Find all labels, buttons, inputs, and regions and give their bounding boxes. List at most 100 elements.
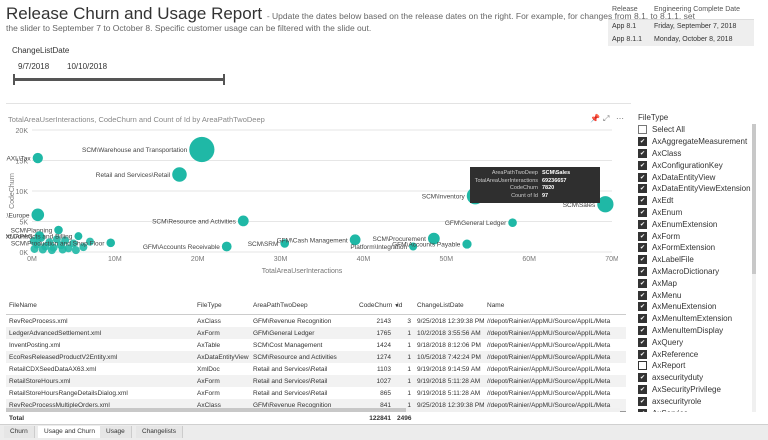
- checkbox-checked-icon[interactable]: ✔: [638, 148, 647, 158]
- filetype-option[interactable]: ✔ AxConfigurationKey: [638, 159, 758, 171]
- filetype-option[interactable]: ✔ AxService: [638, 407, 758, 412]
- more-icon[interactable]: ⋯: [616, 114, 624, 123]
- scatter-point[interactable]: [280, 239, 290, 248]
- filetype-option[interactable]: ✔ axsecurityrole: [638, 395, 758, 407]
- column-header[interactable]: Id: [394, 297, 414, 315]
- filetype-scrollbar[interactable]: [752, 124, 756, 412]
- filetype-option[interactable]: ✔ AxAggregateMeasurement: [638, 136, 758, 148]
- scatter-point[interactable]: [69, 239, 78, 248]
- filetype-option[interactable]: ✔ AxClass: [638, 148, 758, 160]
- focus-icon[interactable]: ⤢: [603, 114, 610, 123]
- filetype-option[interactable]: Select All: [638, 124, 758, 136]
- filetype-option[interactable]: AxReport: [638, 360, 758, 372]
- scatter-point[interactable]: [597, 196, 614, 213]
- checkbox-checked-icon[interactable]: ✔: [638, 266, 647, 276]
- scatter-point[interactable]: [79, 243, 88, 252]
- scatter-point[interactable]: [508, 218, 517, 228]
- column-header[interactable]: ChangeListDate: [414, 297, 484, 315]
- filetype-option[interactable]: ✔ AxEdt: [638, 195, 758, 207]
- filetype-option[interactable]: ✔ AxQuery: [638, 336, 758, 348]
- checkbox-checked-icon[interactable]: ✔: [638, 172, 647, 182]
- scatter-point[interactable]: [34, 231, 45, 242]
- slider-end-handle[interactable]: [223, 74, 225, 85]
- filetype-option[interactable]: ✔ AxMenu: [638, 289, 758, 301]
- column-header[interactable]: AreaPathTwoDeep: [250, 297, 356, 315]
- checkbox-checked-icon[interactable]: ✔: [638, 302, 647, 312]
- filetype-option[interactable]: ✔ AxMenuItemDisplay: [638, 325, 758, 337]
- scatter-point[interactable]: [221, 241, 232, 252]
- checkbox-icon[interactable]: [638, 361, 647, 371]
- checkbox-checked-icon[interactable]: ✔: [638, 396, 647, 406]
- scatter-point[interactable]: [172, 167, 187, 182]
- scatter-point[interactable]: [32, 152, 43, 164]
- checkbox-checked-icon[interactable]: ✔: [638, 137, 647, 147]
- checkbox-icon[interactable]: [638, 125, 647, 135]
- scatter-point[interactable]: [30, 244, 39, 253]
- table-row[interactable]: RevRecProcess.xml AxClass GFM\Revenue Reco…: [6, 315, 626, 328]
- scatter-point[interactable]: [106, 238, 116, 248]
- scatter-point[interactable]: [409, 242, 418, 251]
- table-row[interactable]: InventPosting.xml AxTable SCM\Cost Managem…: [6, 339, 626, 351]
- checkbox-checked-icon[interactable]: ✔: [638, 290, 647, 300]
- filetype-option[interactable]: ✔ AxMacroDictionary: [638, 266, 758, 278]
- scatter-point[interactable]: [74, 232, 83, 241]
- checkbox-checked-icon[interactable]: ✔: [638, 160, 647, 170]
- scatter-point[interactable]: [31, 208, 45, 222]
- filetype-option[interactable]: ✔ AxMenuItemExtension: [638, 313, 758, 325]
- scatter-point[interactable]: [189, 136, 215, 163]
- checkbox-checked-icon[interactable]: ✔: [638, 184, 647, 194]
- scatter-point[interactable]: [38, 245, 47, 254]
- slicer-start-date[interactable]: 9/7/2018: [18, 62, 50, 71]
- date-slider-track[interactable]: [13, 78, 225, 81]
- filetype-option[interactable]: ✔ AxEnumExtension: [638, 218, 758, 230]
- table-row[interactable]: RetailStoreHours.xml AxForm Retail and Ser…: [6, 375, 626, 387]
- filetype-option[interactable]: ✔ AxSecurityPrivilege: [638, 384, 758, 396]
- tab-usage[interactable]: Usage: [100, 426, 132, 438]
- filetype-option[interactable]: ✔ AxLabelFile: [638, 254, 758, 266]
- scatter-point[interactable]: [47, 246, 56, 255]
- scatter-point[interactable]: [61, 236, 70, 245]
- scatter-point[interactable]: [237, 215, 249, 227]
- scatter-point[interactable]: [71, 246, 80, 255]
- checkbox-checked-icon[interactable]: ✔: [638, 337, 647, 347]
- release-row[interactable]: App 8.1.1 Monday, October 8, 2018: [608, 33, 754, 46]
- checkbox-checked-icon[interactable]: ✔: [638, 373, 647, 383]
- filetype-option[interactable]: ✔ axsecurityduty: [638, 372, 758, 384]
- filetype-option[interactable]: ✔ AxDataEntityViewExtension: [638, 183, 758, 195]
- filetype-option[interactable]: ✔ AxReference: [638, 348, 758, 360]
- scatter-point[interactable]: [462, 239, 472, 249]
- table-row[interactable]: RetailCDXSeedDataAX63.xml XmlDoc Retail an…: [6, 363, 626, 375]
- filetype-option[interactable]: ✔ AxEnum: [638, 207, 758, 219]
- scatter-point[interactable]: [349, 234, 361, 246]
- checkbox-checked-icon[interactable]: ✔: [638, 278, 647, 288]
- column-header[interactable]: FileType: [194, 297, 250, 315]
- column-header[interactable]: Name: [484, 297, 626, 315]
- filetype-option[interactable]: ✔ AxMap: [638, 277, 758, 289]
- filetype-option[interactable]: ✔ AxForm: [638, 230, 758, 242]
- column-header[interactable]: FileName: [6, 297, 194, 315]
- tab-usage-and-churn[interactable]: Usage and Churn: [38, 426, 102, 438]
- checkbox-checked-icon[interactable]: ✔: [638, 325, 647, 335]
- table-row[interactable]: EcoResReleasedProductV2Entity.xml AxDataE…: [6, 351, 626, 363]
- checkbox-checked-icon[interactable]: ✔: [638, 408, 647, 412]
- scatter-point[interactable]: [52, 235, 61, 244]
- release-row[interactable]: App 8.1 Friday, September 7, 2018: [608, 19, 754, 33]
- filetype-option[interactable]: ✔ AxMenuExtension: [638, 301, 758, 313]
- checkbox-checked-icon[interactable]: ✔: [638, 243, 647, 253]
- checkbox-checked-icon[interactable]: ✔: [638, 231, 647, 241]
- pin-icon[interactable]: 📌: [590, 114, 600, 123]
- checkbox-checked-icon[interactable]: ✔: [638, 314, 647, 324]
- checkbox-checked-icon[interactable]: ✔: [638, 255, 647, 265]
- table-horizontal-scrollbar[interactable]: [6, 408, 620, 412]
- scatter-chart[interactable]: 0K 5K 10K 15K 20K 0M 10M 20M 30M 40M 50M 60M 70M Tota…: [6, 124, 618, 278]
- checkbox-checked-icon[interactable]: ✔: [638, 349, 647, 359]
- filetype-option[interactable]: ✔ AxFormExtension: [638, 242, 758, 254]
- scatter-point[interactable]: [427, 232, 440, 245]
- scatter-point[interactable]: [86, 237, 94, 246]
- column-header[interactable]: CodeChurn ▼: [356, 297, 399, 315]
- checkbox-checked-icon[interactable]: ✔: [638, 219, 647, 229]
- scatter-point[interactable]: [45, 238, 54, 247]
- tab-changelists[interactable]: Changelists: [136, 426, 183, 438]
- checkbox-checked-icon[interactable]: ✔: [638, 384, 647, 394]
- table-row[interactable]: RetailStoreHoursRangeDetailsDialog.xml Ax…: [6, 387, 626, 399]
